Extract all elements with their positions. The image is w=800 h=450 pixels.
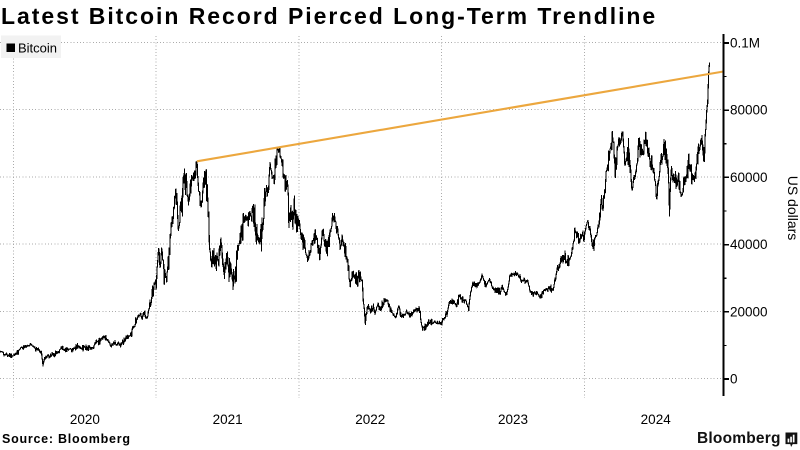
svg-text:60000: 60000 [730,170,768,185]
svg-text:Bloomberg: Bloomberg [697,430,781,447]
svg-text:0: 0 [730,372,738,387]
svg-text:2021: 2021 [213,412,243,427]
svg-text:40000: 40000 [730,237,768,252]
svg-text:20000: 20000 [730,304,768,319]
svg-text:Bitcoin: Bitcoin [18,41,57,56]
svg-text:Source: Bloomberg: Source: Bloomberg [2,432,131,446]
svg-text:2023: 2023 [498,412,528,427]
svg-text:US dollars: US dollars [785,176,800,241]
svg-text:2024: 2024 [641,412,672,427]
svg-text:Latest Bitcoin Record Pierced: Latest Bitcoin Record Pierced Long-Term … [1,3,657,29]
svg-text:0.1M: 0.1M [730,36,760,51]
svg-text:2022: 2022 [355,412,385,427]
svg-text:80000: 80000 [730,103,768,118]
svg-text:2020: 2020 [70,412,100,427]
